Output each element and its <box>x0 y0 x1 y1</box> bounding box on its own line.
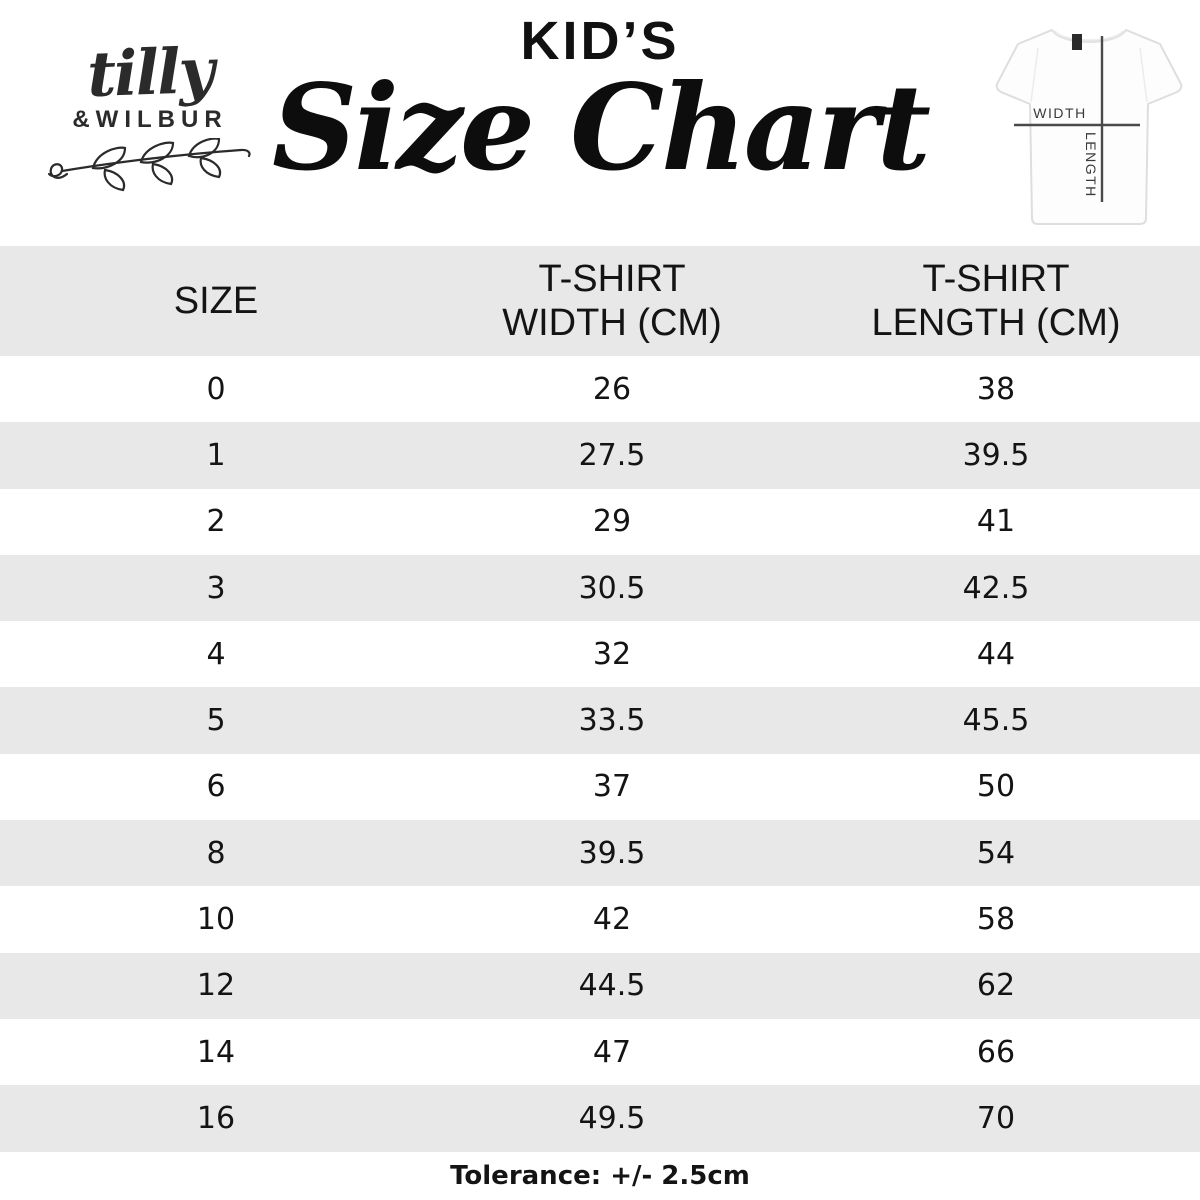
table-row: 8 39.5 54 <box>0 820 1200 887</box>
cell-length: 62 <box>976 968 1016 1004</box>
brand-name-caps: &WILBUR <box>72 106 228 133</box>
table-body: 0 26 38 1 27.5 39.5 2 29 41 3 30.5 42.5 … <box>0 356 1200 1152</box>
cell-size: 3 <box>206 570 226 606</box>
table-row: 5 33.5 45.5 <box>0 687 1200 754</box>
table-row: 2 29 41 <box>0 489 1200 555</box>
cell-width: 29 <box>592 504 632 540</box>
cell-size: 16 <box>196 1100 236 1136</box>
cell-size: 14 <box>196 1034 236 1070</box>
cell-size: 6 <box>206 769 226 805</box>
page-header: tilly &WILBUR KID’S Size Chart <box>0 0 1200 246</box>
cell-width: 32 <box>592 636 632 672</box>
laurel-branch-icon <box>47 138 251 192</box>
cell-width: 37 <box>592 769 632 805</box>
cell-width: 30.5 <box>578 570 646 606</box>
cell-length: 70 <box>976 1100 1016 1136</box>
table-row: 10 42 58 <box>0 886 1200 952</box>
table-row: 4 32 44 <box>0 621 1200 687</box>
cell-length: 44 <box>976 636 1016 672</box>
neck-tag <box>1072 34 1082 50</box>
cell-size: 12 <box>196 968 236 1004</box>
cell-length: 38 <box>976 371 1016 407</box>
brand-logo: tilly &WILBUR <box>30 34 270 192</box>
cell-length: 54 <box>976 835 1016 871</box>
cell-width: 47 <box>592 1034 632 1070</box>
table-header-row: SIZE T-SHIRT WIDTH (CM) T-SHIRT LENGTH (… <box>0 246 1200 356</box>
table-row: 1 27.5 39.5 <box>0 422 1200 489</box>
cell-width: 39.5 <box>578 835 646 871</box>
title-kicker: KID’S <box>520 11 680 71</box>
cell-width: 33.5 <box>578 703 646 739</box>
length-label: LENGTH <box>1083 132 1099 198</box>
cell-size: 5 <box>206 703 226 739</box>
tshirt-icon: WIDTH LENGTH <box>995 28 1183 225</box>
brand-name-script: tilly <box>86 33 214 112</box>
title-main: Size Chart <box>271 58 931 197</box>
header-length: T-SHIRT LENGTH (CM) <box>871 257 1121 344</box>
table-row: 0 26 38 <box>0 356 1200 422</box>
page-title: KID’S Size Chart <box>240 0 960 190</box>
cell-width: 27.5 <box>578 437 646 473</box>
cell-size: 0 <box>206 371 226 407</box>
cell-length: 42.5 <box>962 570 1030 606</box>
cell-length: 66 <box>976 1034 1016 1070</box>
cell-size: 1 <box>206 437 226 473</box>
cell-size: 8 <box>206 835 226 871</box>
header-size: SIZE <box>173 279 259 322</box>
cell-length: 45.5 <box>962 703 1030 739</box>
cell-length: 50 <box>976 769 1016 805</box>
table-row: 6 37 50 <box>0 754 1200 820</box>
cell-size: 10 <box>196 902 236 938</box>
cell-length: 41 <box>976 504 1016 540</box>
table-row: 14 47 66 <box>0 1019 1200 1085</box>
table-row: 3 30.5 42.5 <box>0 554 1200 622</box>
cell-size: 2 <box>206 504 226 540</box>
cell-size: 4 <box>206 636 226 672</box>
table-row: 12 44.5 62 <box>0 952 1200 1019</box>
cell-length: 58 <box>976 902 1016 938</box>
cell-width: 49.5 <box>578 1100 646 1136</box>
cell-width: 26 <box>592 371 632 407</box>
cell-width: 42 <box>592 902 632 938</box>
cell-width: 44.5 <box>578 968 646 1004</box>
header-width: T-SHIRT WIDTH (CM) <box>502 257 722 344</box>
width-label: WIDTH <box>1033 105 1086 121</box>
tolerance-note: Tolerance: +/- 2.5cm <box>450 1160 750 1191</box>
tshirt-measurement-diagram: WIDTH LENGTH <box>992 22 1190 236</box>
table-row: 16 49.5 70 <box>0 1085 1200 1152</box>
cell-length: 39.5 <box>962 437 1030 473</box>
